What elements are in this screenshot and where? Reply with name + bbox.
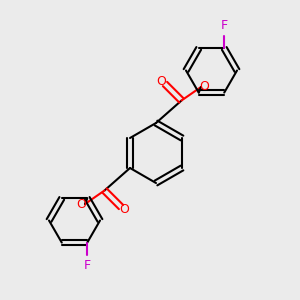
Text: O: O xyxy=(200,80,209,93)
Text: O: O xyxy=(76,198,86,212)
Text: O: O xyxy=(157,75,166,88)
Text: F: F xyxy=(84,259,91,272)
Text: F: F xyxy=(221,19,228,32)
Text: O: O xyxy=(120,203,130,216)
